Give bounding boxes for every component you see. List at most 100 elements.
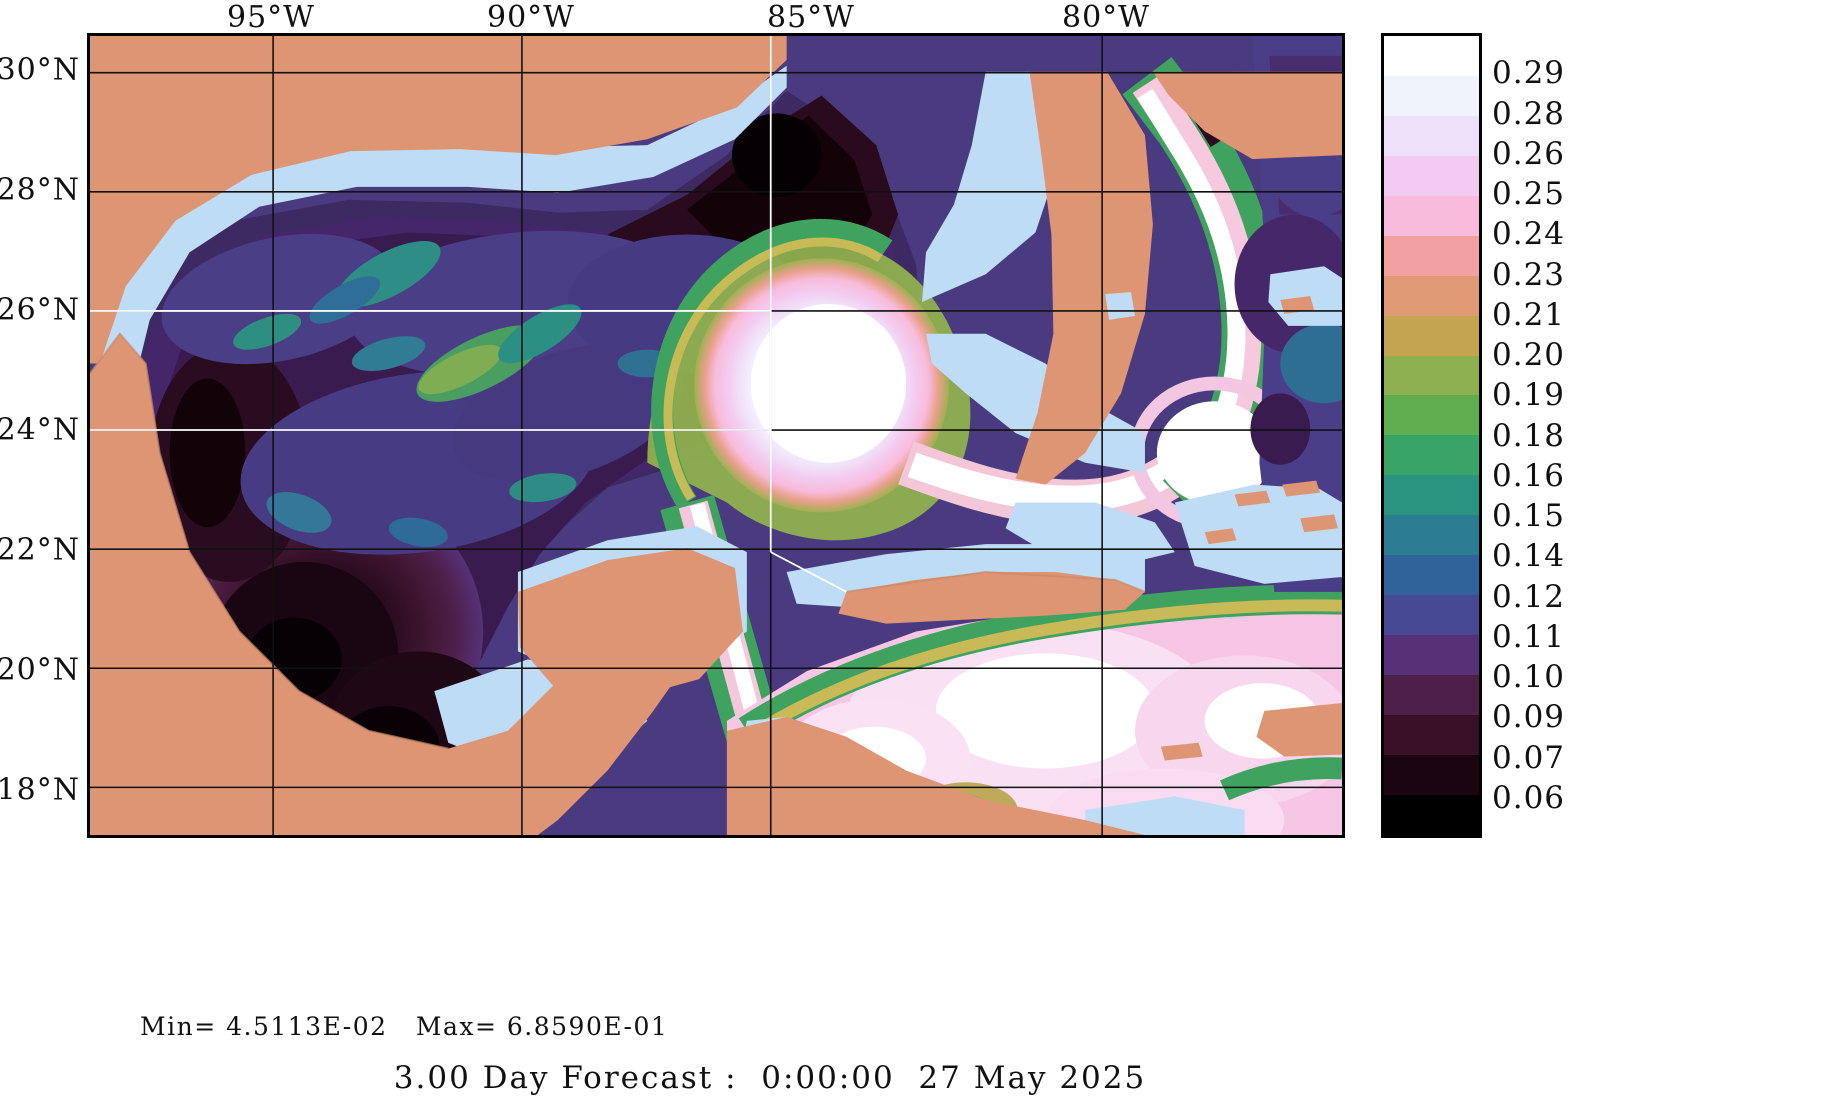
land-bahamas-1 bbox=[1234, 490, 1271, 507]
shelf-nicaragua bbox=[1085, 796, 1245, 835]
colorbar-tick-11: 0.15 bbox=[1492, 498, 1566, 534]
lon-tick-90w: 90°W bbox=[486, 0, 576, 35]
filament-7 bbox=[266, 492, 332, 533]
colorbar-band-18 bbox=[1384, 754, 1479, 795]
land-jamaica bbox=[1160, 742, 1203, 761]
colorbar-tick-labels: 0.29 0.28 0.26 0.25 0.24 0.23 0.21 0.20 … bbox=[1492, 33, 1612, 838]
colorbar-tick-1: 0.28 bbox=[1492, 95, 1566, 132]
colorbar-tick-4: 0.24 bbox=[1492, 216, 1566, 253]
filament-5 bbox=[351, 336, 426, 371]
gulf-deep-north-nucleus bbox=[731, 113, 822, 197]
filament-9 bbox=[509, 473, 577, 503]
colorbar-tick-14: 0.11 bbox=[1492, 618, 1566, 655]
land-cuba bbox=[838, 571, 1145, 624]
land-central-america bbox=[726, 716, 1145, 835]
cuba-south-front-hi bbox=[747, 599, 1342, 740]
colorbar-tick-6: 0.21 bbox=[1492, 296, 1566, 333]
loop-core-white bbox=[750, 303, 907, 463]
grid-lines bbox=[90, 36, 1342, 835]
colorbar-tick-7: 0.20 bbox=[1492, 337, 1566, 373]
colorbar-tick-13: 0.12 bbox=[1492, 578, 1566, 615]
colorbar-tick-18: 0.06 bbox=[1492, 779, 1566, 816]
gulf-eddy-ce bbox=[452, 344, 683, 483]
colorbar-band-7 bbox=[1384, 315, 1479, 356]
filament-3-core bbox=[418, 344, 502, 395]
filament-6 bbox=[233, 313, 302, 350]
colorbar-band-1 bbox=[1384, 75, 1479, 116]
map-content bbox=[90, 36, 1342, 835]
colorbar-band-19 bbox=[1384, 794, 1479, 835]
colorbar-tick-15: 0.10 bbox=[1492, 659, 1566, 695]
colorbar-band-15 bbox=[1384, 635, 1479, 675]
colorbar-tick-8: 0.19 bbox=[1492, 377, 1566, 414]
colorbar-tick-9: 0.18 bbox=[1492, 417, 1566, 454]
lat-tick-26n: 26°N bbox=[0, 292, 80, 328]
colorbar-band-5 bbox=[1384, 235, 1479, 276]
land-yucatan bbox=[517, 548, 743, 700]
land-bahamas-4 bbox=[1204, 528, 1237, 545]
colorbar-band-3 bbox=[1384, 155, 1479, 196]
colorbar-tick-5: 0.23 bbox=[1492, 256, 1566, 293]
colorbar-tick-16: 0.09 bbox=[1492, 699, 1566, 736]
loop-neck-core bbox=[907, 448, 1197, 512]
lat-tick-28n: 28°N bbox=[0, 172, 80, 208]
colorbar[interactable] bbox=[1381, 33, 1482, 838]
colorbar-band-11 bbox=[1384, 475, 1479, 516]
land-masses bbox=[90, 36, 1342, 835]
straits-hot-blob bbox=[1156, 401, 1273, 505]
lat-tick-30n: 30°N bbox=[0, 52, 80, 88]
loop-current bbox=[647, 219, 1211, 541]
lon-tick-95w: 95°W bbox=[226, 0, 316, 35]
lat-tick-20n: 20°N bbox=[0, 652, 80, 688]
filament-2 bbox=[309, 276, 381, 324]
loop-front-west-hi bbox=[663, 237, 883, 501]
land-bahamas-2 bbox=[1282, 480, 1321, 497]
map-plot-area[interactable] bbox=[87, 33, 1345, 838]
colorbar-band-8 bbox=[1384, 355, 1479, 396]
colorbar-band-10 bbox=[1384, 435, 1479, 476]
colorbar-band-17 bbox=[1384, 714, 1479, 755]
colorbar-band-4 bbox=[1384, 195, 1479, 236]
colorbar-band-0 bbox=[1384, 36, 1479, 76]
land-se-usa bbox=[1152, 71, 1342, 160]
filament-4 bbox=[498, 304, 582, 364]
lon-tick-80w: 80°W bbox=[1061, 0, 1151, 35]
gulf-eddy-nw bbox=[161, 233, 397, 365]
shelf-bahama-bank bbox=[1174, 484, 1342, 584]
atlantic-eddy-3 bbox=[1280, 323, 1342, 404]
lat-tick-18n: 18°N bbox=[0, 772, 80, 808]
colorbar-band-9 bbox=[1384, 395, 1479, 436]
lake-okeechobee bbox=[1105, 292, 1135, 320]
lon-tick-85w: 85°W bbox=[766, 0, 856, 35]
atlantic-eddy-4 bbox=[1250, 393, 1311, 465]
land-bahamas-3 bbox=[1300, 514, 1339, 533]
grid-over-bright bbox=[90, 36, 847, 593]
lat-tick-22n: 22°N bbox=[0, 532, 80, 568]
map-svg bbox=[90, 36, 1342, 835]
colorbar-tick-0: 0.29 bbox=[1492, 55, 1566, 92]
colorbar-band-13 bbox=[1384, 555, 1479, 596]
land-bahamas-5 bbox=[1280, 296, 1315, 314]
jamaica-front bbox=[1220, 757, 1342, 801]
forecast-title: 3.00 Day Forecast : 0:00:00 27 May 2025 bbox=[393, 1060, 1147, 1096]
colorbar-band-12 bbox=[1384, 515, 1479, 556]
colorbar-band-14 bbox=[1384, 595, 1479, 636]
colorbar-band-16 bbox=[1384, 675, 1479, 715]
filament-8 bbox=[388, 517, 448, 547]
land-hispaniola bbox=[1256, 702, 1342, 757]
land-usa-gulf-coast bbox=[90, 36, 787, 364]
gulf-deep-core-nw-inner bbox=[169, 378, 246, 528]
colorbar-tick-17: 0.07 bbox=[1492, 739, 1566, 776]
colorbar-tick-12: 0.14 bbox=[1492, 538, 1566, 575]
colorbar-band-2 bbox=[1384, 115, 1479, 156]
caribbean-blob-a-core bbox=[935, 653, 1155, 769]
land-florida bbox=[1015, 71, 1153, 485]
shelf-texas-louisiana bbox=[90, 65, 787, 394]
land-mexico bbox=[90, 333, 708, 835]
lat-tick-24n: 24°N bbox=[0, 412, 80, 448]
min-max-caption: Min= 4.5113E-02 Max= 6.8590E-01 bbox=[140, 1012, 669, 1041]
loop-front-west bbox=[651, 219, 893, 509]
colorbar-tick-10: 0.16 bbox=[1492, 457, 1566, 494]
colorbar-tick-3: 0.25 bbox=[1492, 176, 1566, 212]
colorbar-band-6 bbox=[1384, 275, 1479, 316]
